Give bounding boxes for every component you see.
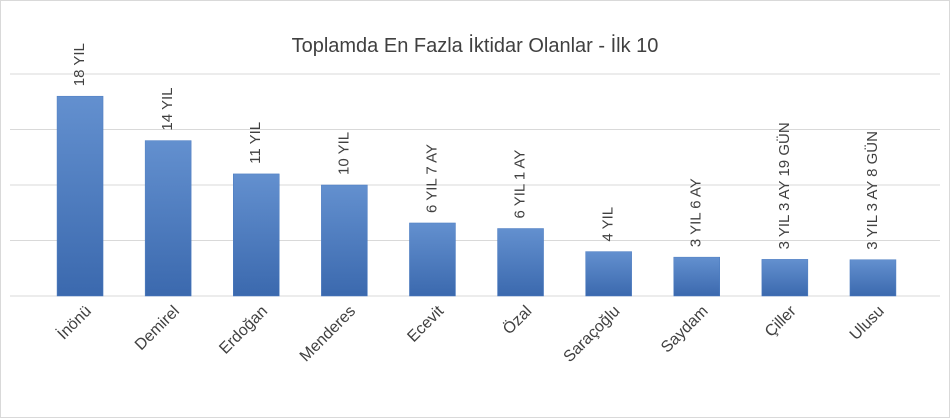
chart-title: Toplamda En Fazla İktidar Olanlar - İlk … [292,34,659,57]
value-label: 6 YIL 1 AY [512,150,529,219]
value-label: 3 YIL 6 AY [688,178,705,247]
bar [673,256,720,297]
bar [849,259,897,297]
bar [144,140,192,297]
bar [233,173,280,297]
bar [585,251,632,297]
bar [56,95,104,297]
value-label: 3 YIL 3 AY 19 GÜN [775,122,793,249]
value-label: 18 YIL [71,43,88,86]
bar [761,259,809,297]
bar [321,184,368,297]
value-label: 10 YIL [335,132,352,175]
value-label: 14 YIL [159,87,176,130]
value-label: 3 YIL 3 AY 8 GÜN [863,131,881,250]
bar [497,228,544,297]
bar [409,222,456,297]
value-label: 11 YIL [247,122,264,164]
value-label: 6 YIL 7 AY [423,144,440,213]
value-label: 4 YIL [600,207,617,242]
